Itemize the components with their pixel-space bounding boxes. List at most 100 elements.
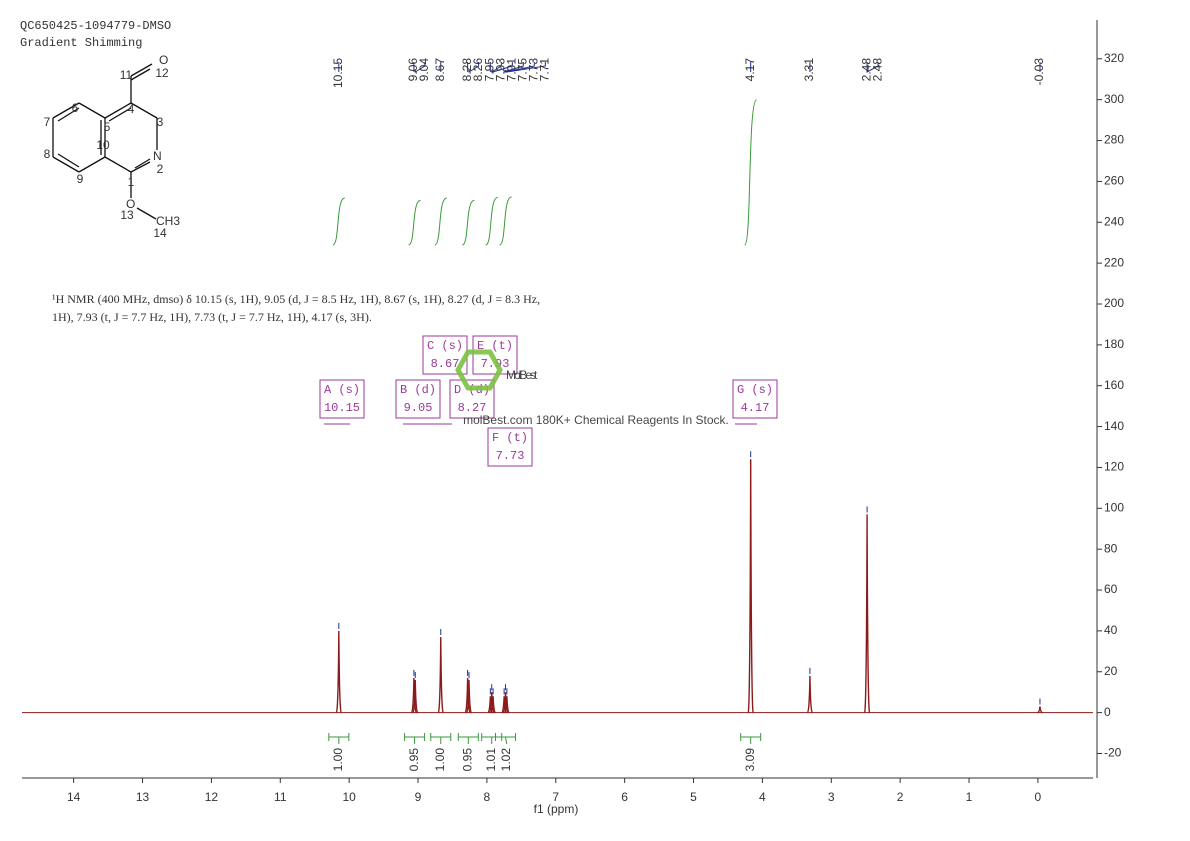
atom-number: 10 <box>96 138 110 152</box>
integral-curve <box>408 199 421 246</box>
integral-label: 1.00 <box>433 748 447 772</box>
peak <box>437 637 444 714</box>
x-tick-label: 1 <box>966 790 973 804</box>
peak-label: 7.73 <box>527 58 541 82</box>
peak-connector <box>492 62 513 73</box>
peak-connector <box>491 62 502 73</box>
peak-connector <box>866 62 879 73</box>
multiplet-label: F (t) <box>492 431 528 445</box>
atom: CH3 <box>156 214 180 228</box>
y-tick-label: 40 <box>1104 623 1118 637</box>
y-tick-label: 280 <box>1104 133 1124 147</box>
atom-number: 11 <box>120 68 133 82</box>
x-tick-label: 8 <box>484 790 491 804</box>
watermark: MolBest molBest.com 180K+ Chemical Reage… <box>455 349 729 427</box>
y-tick-label: 120 <box>1104 460 1124 474</box>
peak <box>412 679 419 714</box>
integral-label: 1.02 <box>499 748 513 772</box>
atom-number: 13 <box>120 208 134 222</box>
integral-bracket <box>740 733 762 744</box>
tagline: molBest.com 180K+ Chemical Reagents In S… <box>463 413 729 427</box>
multiplet-shift: 9.05 <box>404 401 433 415</box>
box-frame <box>487 427 533 467</box>
y-tick-label: -20 <box>1104 746 1122 760</box>
y-tick-label: 160 <box>1104 378 1124 392</box>
peak-label: 2.48 <box>859 58 873 82</box>
sample-id: QC650425-1094779-DMSO <box>20 19 171 33</box>
y-tick-label: 80 <box>1104 541 1118 555</box>
peak <box>747 459 754 714</box>
integral-label: 1.00 <box>331 748 345 772</box>
multiplet-box: C (s) 8.67 <box>422 335 468 375</box>
method: Gradient Shimming <box>20 36 142 50</box>
multiplet-box: G (s) 4.17 <box>732 379 778 419</box>
integral-bracket <box>457 733 479 744</box>
multiplet-shift: 8.67 <box>431 357 460 371</box>
peak-connector <box>468 62 480 73</box>
multiplet-label: B (d) <box>400 383 436 397</box>
integral-label: 0.95 <box>460 748 474 772</box>
integral-bracket <box>404 733 426 744</box>
peak-label: 3.31 <box>802 58 816 82</box>
atom-number: 7 <box>44 115 51 129</box>
peak-label: 9.04 <box>417 58 431 82</box>
peak-connector <box>506 62 546 73</box>
atom: O <box>126 197 135 211</box>
peak-label: 7.71 <box>538 58 552 82</box>
multiplet-box: B (d) 9.05 <box>395 379 441 419</box>
peak-label: 8.28 <box>460 58 474 82</box>
integral-curve <box>744 99 758 246</box>
structure <box>52 63 158 220</box>
peak-label: -0.03 <box>1032 58 1046 86</box>
box-frame <box>472 335 518 375</box>
nmr-description: 1H), 7.93 (t, J = 7.7 Hz, 1H), 7.73 (t, … <box>52 310 372 324</box>
y-tick-label: 20 <box>1104 664 1118 678</box>
integral-bracket <box>495 733 516 745</box>
atom-number: 8 <box>44 147 51 161</box>
integral-curve <box>434 197 448 246</box>
atom: N <box>153 149 162 163</box>
x-tick-label: 2 <box>897 790 904 804</box>
atom-number: 2 <box>157 162 164 176</box>
peak-label: 2.48 <box>870 58 884 82</box>
peak-connector <box>505 62 535 73</box>
multiplet-shift: 10.15 <box>324 401 360 415</box>
x-tick-label: 3 <box>828 790 835 804</box>
y-tick-label: 260 <box>1104 174 1124 188</box>
y-tick-label: 300 <box>1104 92 1124 106</box>
integral-curve <box>332 197 346 246</box>
integral-bracket <box>481 733 503 744</box>
y-tick-label: 60 <box>1104 582 1118 596</box>
brand: MolBest <box>506 368 538 382</box>
x-tick-label: 4 <box>759 790 766 804</box>
integral-curve <box>461 199 475 246</box>
integral-bracket <box>328 733 350 744</box>
peak <box>502 692 509 714</box>
x-tick-label: 5 <box>690 790 697 804</box>
multiplet-label: C (s) <box>427 339 463 353</box>
peak <box>504 696 510 714</box>
multiplet-box: F (t) 7.73 <box>487 427 533 467</box>
y-tick-label: 320 <box>1104 51 1124 65</box>
peak-label: 8.67 <box>433 58 447 82</box>
atom-number: 5 <box>104 120 111 134</box>
atom-number: 12 <box>155 66 169 80</box>
nmr-description: ¹H NMR (400 MHz, dmso) δ 10.15 (s, 1H), … <box>52 292 540 306</box>
atom-number: 3 <box>157 115 164 129</box>
y-tick-label: 240 <box>1104 214 1124 228</box>
multiplet-box: A (s) 10.15 <box>319 379 365 419</box>
multiplet-shift: 7.73 <box>496 449 525 463</box>
peak-connector <box>503 62 524 73</box>
y-tick-label: 220 <box>1104 255 1124 269</box>
peak <box>464 677 471 714</box>
integral-label: 0.95 <box>407 748 421 772</box>
integral-label: 3.09 <box>743 748 757 772</box>
x-tick-label: 0 <box>1035 790 1042 804</box>
x-tick-label: 10 <box>342 790 356 804</box>
box-frame <box>395 379 441 419</box>
peak <box>488 692 495 714</box>
y-tick-label: 100 <box>1104 500 1124 514</box>
x-tick-label: 13 <box>136 790 150 804</box>
peak <box>410 677 418 714</box>
